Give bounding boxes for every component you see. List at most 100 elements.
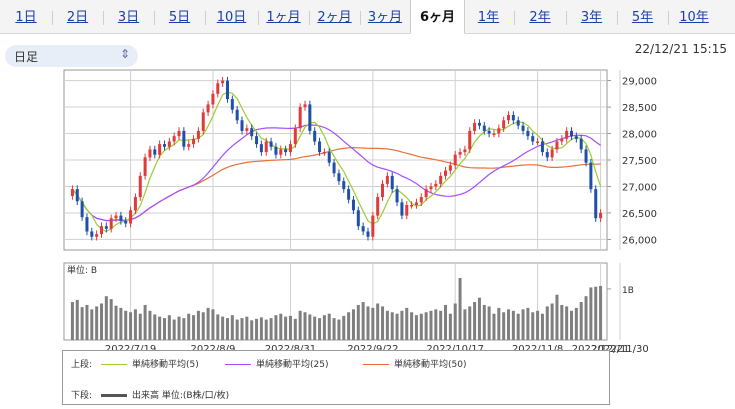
candle: [206, 104, 210, 113]
candle: [444, 170, 448, 176]
volume-bar: [536, 310, 540, 340]
volume-bar: [395, 313, 399, 340]
candle: [473, 122, 477, 131]
volume-bar: [90, 309, 94, 340]
volume-bar: [284, 316, 288, 340]
candle: [337, 173, 341, 182]
volume-bar: [201, 312, 205, 340]
candle: [361, 226, 365, 232]
ma5-line: [71, 91, 602, 233]
volume-label: 出来高 単位:(B株/口/枚): [132, 391, 230, 401]
volume-bar: [99, 303, 103, 340]
tab-separator: [258, 11, 259, 25]
tab-9[interactable]: 6ヶ月: [410, 0, 465, 34]
tab-10[interactable]: 1年: [477, 10, 500, 25]
tab-separator: [52, 11, 53, 25]
tab-14[interactable]: 10年: [679, 10, 709, 25]
candle: [511, 115, 515, 121]
tab-3[interactable]: 3日: [117, 10, 140, 25]
candle: [153, 149, 157, 155]
volume-bar: [429, 310, 433, 340]
volume-bar: [109, 299, 113, 340]
volume-bar: [318, 318, 322, 340]
interval-select[interactable]: 日足 ⇕: [5, 45, 138, 67]
ma25-swatch: [225, 364, 251, 365]
candle: [80, 201, 84, 218]
tab-2[interactable]: 2日: [66, 10, 89, 25]
volume-bar: [196, 310, 200, 340]
candle: [448, 165, 452, 171]
volume-bar: [463, 309, 467, 340]
tab-8[interactable]: 3ヶ月: [367, 10, 403, 25]
candle: [250, 128, 254, 137]
candle: [400, 202, 404, 216]
volume-bar: [298, 310, 302, 340]
volume-bar: [555, 294, 559, 340]
y-tick-label: 26,000: [622, 235, 657, 246]
ma50-swatch: [363, 364, 389, 365]
volume-bar: [434, 309, 438, 340]
volume-swatch: [101, 394, 127, 397]
candle: [381, 183, 385, 198]
volume-bar: [439, 310, 443, 340]
candle: [308, 104, 312, 131]
volume-bar: [584, 296, 588, 340]
volume-bar: [487, 306, 491, 340]
candle: [482, 125, 486, 131]
volume-bar: [172, 319, 176, 340]
tab-11[interactable]: 2年: [529, 10, 551, 25]
tab-12[interactable]: 3年: [580, 10, 603, 25]
candle: [167, 141, 171, 147]
ma25-label: 単純移動平均(25): [256, 360, 329, 370]
volume-bar: [138, 313, 142, 340]
volume-bar: [167, 315, 171, 340]
candle: [264, 141, 268, 153]
candle: [240, 120, 244, 131]
candle: [516, 120, 520, 126]
tab-7[interactable]: 2ヶ月: [317, 10, 352, 25]
volume-bar: [560, 304, 564, 340]
candle: [322, 152, 326, 154]
candle: [332, 162, 336, 174]
candle: [351, 199, 355, 211]
legend: 上段: 単純移動平均(5) 単純移動平均(25) 単純移動平均(50) 下段: …: [62, 350, 610, 405]
volume-bar: [342, 315, 346, 340]
volume-bar: [177, 316, 181, 340]
candle: [366, 231, 370, 237]
ma50-label: 単純移動平均(50): [394, 360, 467, 370]
volume-bar: [250, 320, 254, 340]
candle: [540, 141, 544, 153]
tab-4[interactable]: 5日: [168, 10, 191, 25]
volume-bar: [337, 319, 341, 340]
x-tick-label: 2022/7/19: [105, 344, 156, 355]
candle: [376, 197, 380, 216]
volume-bar: [477, 297, 481, 340]
volume-bar: [158, 316, 162, 340]
candle: [599, 212, 603, 219]
volume-bar: [327, 313, 331, 340]
legend-lower-label: 下段:: [71, 391, 93, 401]
volume-bar: [347, 312, 351, 340]
candle: [395, 189, 399, 203]
tab-13[interactable]: 5年: [631, 10, 654, 25]
candle: [521, 125, 525, 131]
candle: [458, 152, 462, 155]
candle: [574, 136, 578, 139]
volume-bar: [444, 304, 448, 340]
volume-bar: [308, 314, 312, 340]
tab-separator: [514, 11, 515, 25]
legend-volume: 出来高 単位:(B株/口/枚): [101, 388, 229, 401]
candle: [468, 130, 472, 150]
volume-bar: [516, 313, 520, 340]
tab-separator: [566, 11, 567, 25]
tab-6[interactable]: 1ヶ月: [266, 10, 301, 25]
ma5-label: 単純移動平均(5): [132, 360, 199, 370]
candle: [187, 144, 191, 147]
candle: [497, 128, 501, 134]
candle: [235, 109, 239, 121]
tab-5[interactable]: 10日: [216, 10, 247, 25]
tab-1[interactable]: 1日: [15, 10, 37, 25]
volume-bar: [70, 302, 74, 340]
candle: [342, 181, 346, 190]
